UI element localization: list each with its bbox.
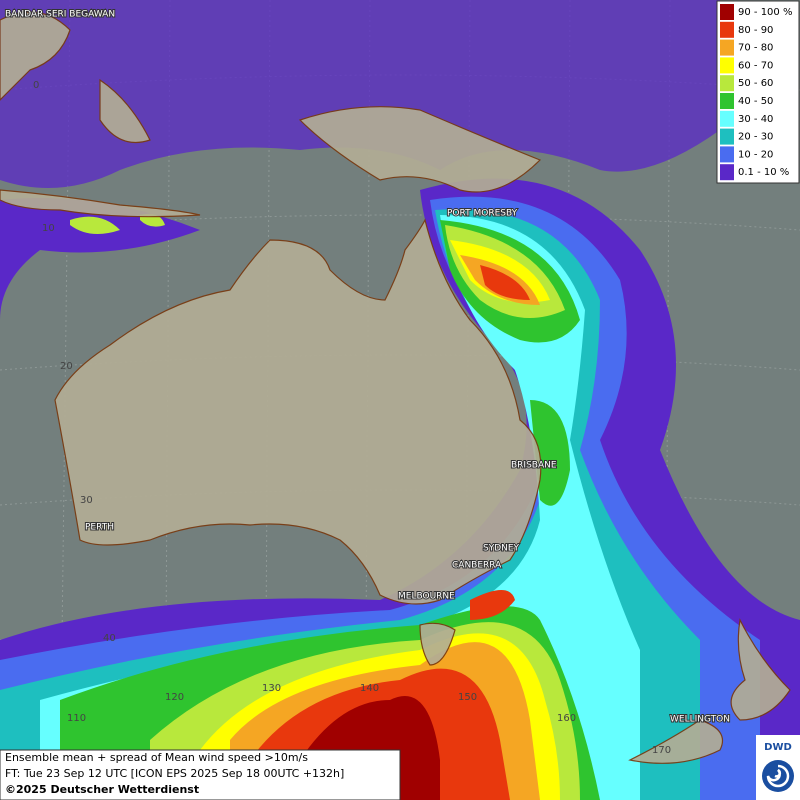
logo: DWD bbox=[756, 735, 800, 800]
grid-label: 150 bbox=[458, 692, 477, 703]
city-label: BRISBANE bbox=[511, 461, 557, 471]
logo-text: DWD bbox=[764, 742, 792, 753]
city-labels: BANDAR SERI BEGAWAN PORT MORESBY BRISBAN… bbox=[4, 9, 731, 726]
grid-label: 130 bbox=[262, 683, 281, 694]
grid-labels: 0 10 20 30 40 110 120 130 140 150 160 17… bbox=[33, 80, 671, 756]
grid-label: 120 bbox=[165, 692, 184, 703]
grid-label: 160 bbox=[557, 713, 576, 724]
grid-label: 140 bbox=[360, 683, 379, 694]
city-label: PORT MORESBY bbox=[447, 209, 518, 219]
legend-swatch bbox=[720, 57, 734, 74]
legend-swatch bbox=[720, 75, 734, 92]
legend-swatch bbox=[720, 164, 734, 181]
caption-line: FT: Tue 23 Sep 12 UTC [ICON EPS 2025 Sep… bbox=[5, 767, 344, 780]
grid-label: 0 bbox=[33, 80, 39, 91]
city-label: CANBERRA bbox=[452, 561, 502, 571]
legend-swatch bbox=[720, 146, 734, 163]
legend-swatch bbox=[720, 39, 734, 56]
grid-label: 10 bbox=[42, 223, 55, 234]
legend-swatch bbox=[720, 4, 734, 20]
city-label: BANDAR SERI BEGAWAN bbox=[5, 10, 115, 20]
legend-label: 90 - 100 % bbox=[738, 7, 792, 18]
caption-line: Ensemble mean + spread of Mean wind spee… bbox=[5, 751, 308, 764]
legend-label: 70 - 80 bbox=[738, 43, 773, 54]
legend-label: 40 - 50 bbox=[738, 96, 773, 107]
grid-label: 30 bbox=[80, 495, 93, 506]
legend-label: 50 - 60 bbox=[738, 78, 773, 89]
legend-label: 10 - 20 bbox=[738, 149, 773, 160]
legend-label: 60 - 70 bbox=[738, 60, 773, 71]
caption: Ensemble mean + spread of Mean wind spee… bbox=[0, 749, 401, 800]
logo-swirl bbox=[766, 764, 790, 788]
legend-label: 80 - 90 bbox=[738, 25, 773, 36]
legend: 90 - 100 % 80 - 90 70 - 80 60 - 70 50 - 60 40… bbox=[716, 0, 800, 184]
grid-label: 40 bbox=[103, 633, 116, 644]
city-label: PERTH bbox=[85, 523, 114, 533]
city-label: WELLINGTON bbox=[670, 715, 730, 725]
legend-swatch bbox=[720, 21, 734, 38]
grid-label: 110 bbox=[67, 713, 86, 724]
grid-label: 20 bbox=[60, 361, 73, 372]
grid-label: 170 bbox=[652, 745, 671, 756]
legend-swatch bbox=[720, 128, 734, 145]
legend-label: 30 - 40 bbox=[738, 114, 773, 125]
caption-line: ©2025 Deutscher Wetterdienst bbox=[5, 783, 199, 796]
city-label: MELBOURNE bbox=[398, 592, 455, 602]
city-label: SYDNEY bbox=[483, 544, 520, 554]
caption-box bbox=[0, 749, 401, 800]
legend-label: 0.1 - 10 % bbox=[738, 167, 789, 178]
legend-label: 20 - 30 bbox=[738, 132, 773, 143]
land bbox=[0, 11, 791, 764]
legend-swatch bbox=[720, 93, 734, 109]
legend-swatch bbox=[720, 110, 734, 127]
